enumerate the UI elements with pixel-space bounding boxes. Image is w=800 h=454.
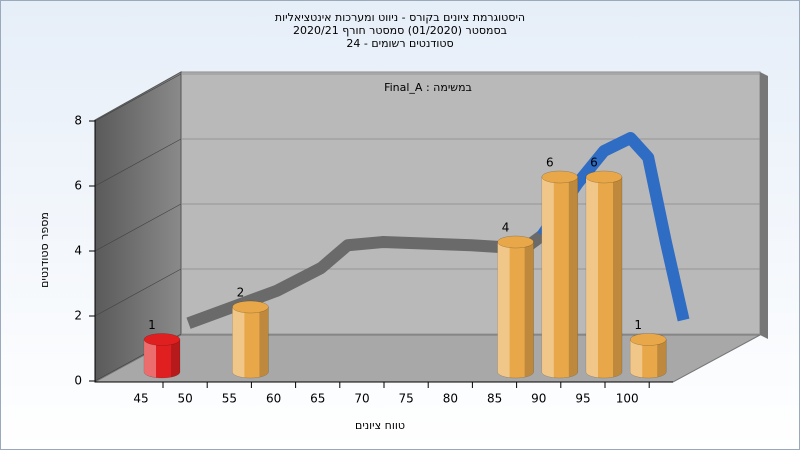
value-label: 6 [590,156,598,170]
x-axis-label: טווח ציונים [355,419,405,432]
x-tick-label: 65 [310,392,325,406]
value-label: 4 [502,221,510,235]
bar-top [629,333,667,346]
bar-body [143,339,181,379]
grid-line [94,138,182,187]
bars: 1 2 4 6 6 1 [143,156,667,379]
bar-shadow [171,339,180,377]
bar-body [541,176,579,379]
y-tick-label: 6 [74,179,82,193]
bar-shade [232,307,245,378]
bar-shadow [568,177,578,377]
bar-shadow [613,177,622,377]
bar-shade [586,177,598,378]
bar-top [143,333,181,346]
bar [629,333,667,379]
bar-body [629,339,667,379]
y-tick-label: 4 [74,244,82,258]
grid-line [94,268,182,317]
value-label: 2 [237,286,245,300]
bar [541,170,579,379]
bar [232,300,269,379]
grid-line [94,203,182,252]
x-tick-label: 80 [443,392,458,406]
bar-shadow [524,242,534,377]
annotation: Final_A : במשימה [384,81,472,94]
bar-body [232,306,269,379]
bar-body [585,176,623,379]
bar-shade [541,177,554,378]
bar [585,170,623,379]
bar-top [232,300,269,314]
bar-top [585,170,623,184]
x-tick-label: 70 [354,392,369,406]
x-tick-label: 100 [616,392,639,406]
x-tick-label: 60 [266,392,281,406]
value-label: 1 [634,318,642,332]
x-tick-label: 55 [222,392,237,406]
grid [89,73,760,388]
x-tick-label: 45 [133,392,148,406]
title-line: היסטוגרמת ציונים בקורס - ניווט ומערכות א… [275,11,525,24]
x-tick-label: 50 [178,392,193,406]
bar-shade [497,242,510,378]
title-line: סטודנטים רשומים - 24 [346,37,453,50]
bar-top [541,170,579,184]
y-tick-label: 8 [74,114,82,128]
bar-top [497,235,534,249]
x-tick-label: 95 [575,392,590,406]
x-tick-label: 85 [487,392,502,406]
bar-shade [144,339,156,378]
x-tick-label: 90 [531,392,546,406]
x-tick-label: 75 [399,392,414,406]
grid-line [94,73,182,122]
bar-shadow [259,307,269,377]
y-tick-label: 0 [74,374,82,388]
value-label: 1 [148,318,156,332]
y-tick-label: 2 [74,309,82,323]
bar [497,235,534,379]
wall-edge [760,72,768,339]
title-line: בסמסטר (01/2020) סמסטר חורף 2020/21 [293,24,507,37]
bar-shade [630,339,643,378]
bar [143,333,181,379]
bar-shadow [657,339,667,377]
y-axis-label: מספר סטודנטים [38,212,51,288]
bar-body [497,241,534,379]
value-label: 6 [546,156,554,170]
